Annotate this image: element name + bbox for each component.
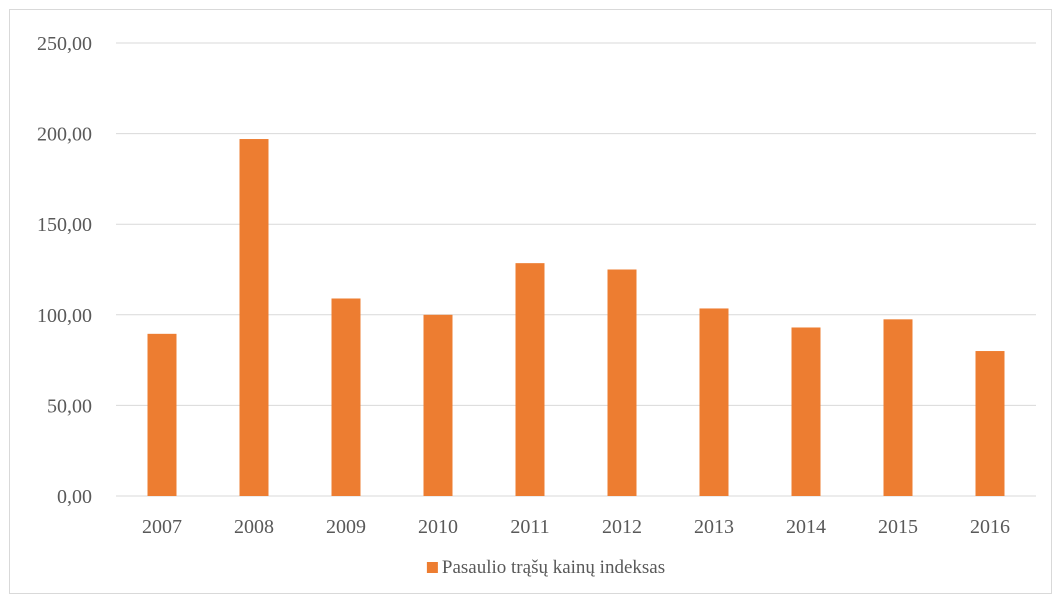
x-tick-label: 2011 (510, 516, 549, 538)
bar-2013 (699, 308, 729, 496)
y-tick-label: 150,00 (37, 214, 92, 236)
x-tick-label: 2008 (234, 516, 274, 538)
x-tick-label: 2014 (786, 516, 826, 538)
bar-2008 (239, 139, 269, 496)
y-axis-tick-labels: 0,00 50,00 100,00 150,00 200,00 250,00 (37, 33, 92, 508)
x-tick-label: 2009 (326, 516, 366, 538)
bar-2012 (607, 269, 637, 496)
bar-2015 (883, 319, 913, 496)
x-tick-label: 2013 (694, 516, 734, 538)
legend: Pasaulio trąšų kainų indeksas (426, 557, 665, 578)
bar-2011 (515, 263, 545, 496)
chart-frame: 0,00 50,00 100,00 150,00 200,00 250,00 2007 20… (9, 9, 1052, 594)
y-tick-label: 0,00 (57, 486, 92, 508)
x-tick-label: 2012 (602, 516, 642, 538)
x-tick-label: 2007 (142, 516, 182, 538)
legend-swatch (426, 562, 438, 573)
x-tick-label: 2016 (970, 516, 1010, 538)
x-tick-label: 2010 (418, 516, 458, 538)
gridlines (116, 42, 1036, 497)
bar-2009 (331, 298, 361, 496)
x-tick-label: 2015 (878, 516, 918, 538)
y-tick-label: 50,00 (47, 395, 92, 417)
bar-2016 (975, 351, 1005, 496)
y-tick-label: 200,00 (37, 124, 92, 146)
bar-2007 (147, 333, 177, 496)
x-axis-tick-labels: 2007 2008 2009 2010 2011 2012 2013 2014 2015 2016 (142, 516, 1010, 538)
bars (147, 139, 1005, 496)
bar-2010 (423, 314, 453, 496)
bar-2014 (791, 327, 821, 496)
legend-label: Pasaulio trąšų kainų indeksas (442, 557, 665, 578)
y-tick-label: 250,00 (37, 33, 92, 55)
y-tick-label: 100,00 (37, 305, 92, 327)
